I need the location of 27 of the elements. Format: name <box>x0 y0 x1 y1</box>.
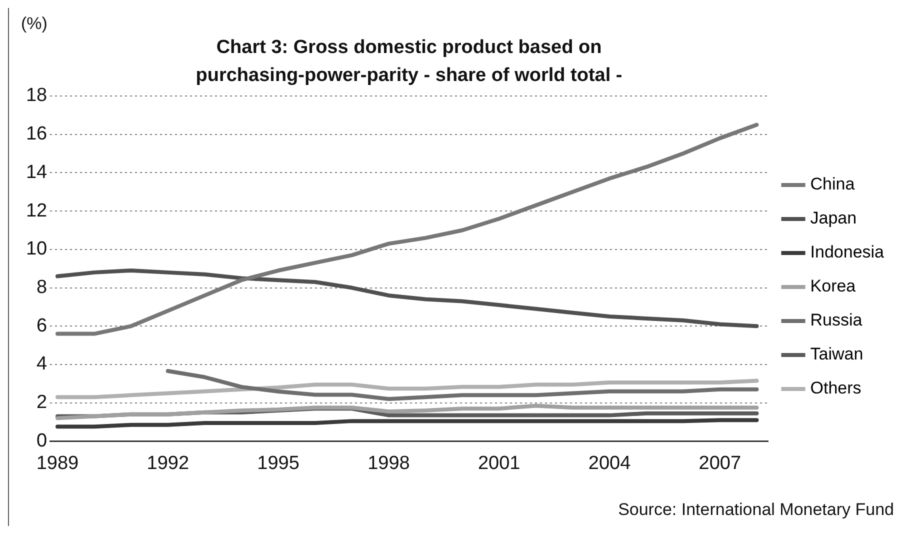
y-tick-label: 12 <box>26 200 48 222</box>
y-tick-label: 16 <box>26 124 48 145</box>
x-tick-label: 1998 <box>368 452 410 474</box>
legend-label: China <box>810 174 856 194</box>
x-tick-label: 1995 <box>257 452 300 474</box>
y-tick-label: 14 <box>26 162 48 183</box>
chart-title: Chart 3: Gross domestic product based on purchasing-power-parity - share of world total - <box>194 36 624 88</box>
legend-label: Indonesia <box>810 242 885 262</box>
x-tick-label: 2007 <box>698 452 742 474</box>
y-tick-label: 18 <box>26 85 48 106</box>
y-tick-label: 8 <box>36 277 48 298</box>
y-axis-title: (%) <box>21 14 48 34</box>
y-tick-label: 0 <box>36 430 48 452</box>
y-tick-label: 4 <box>36 354 48 375</box>
x-tick-label: 1989 <box>36 452 79 474</box>
legend-label: Taiwan <box>810 344 864 364</box>
x-tick-label: 1992 <box>146 452 190 474</box>
legend-label: Others <box>810 378 862 398</box>
legend-label: Korea <box>810 276 856 296</box>
y-tick-label: 10 <box>26 238 48 260</box>
legend-label: Russia <box>810 310 863 330</box>
y-tick-label: 6 <box>36 315 48 336</box>
legend-label: Japan <box>810 208 857 228</box>
y-tick-label: 2 <box>36 392 48 414</box>
x-tick-label: 2004 <box>588 452 632 474</box>
x-tick-label: 2001 <box>478 452 520 474</box>
source-note: Source: International Monetary Fund <box>618 500 894 520</box>
